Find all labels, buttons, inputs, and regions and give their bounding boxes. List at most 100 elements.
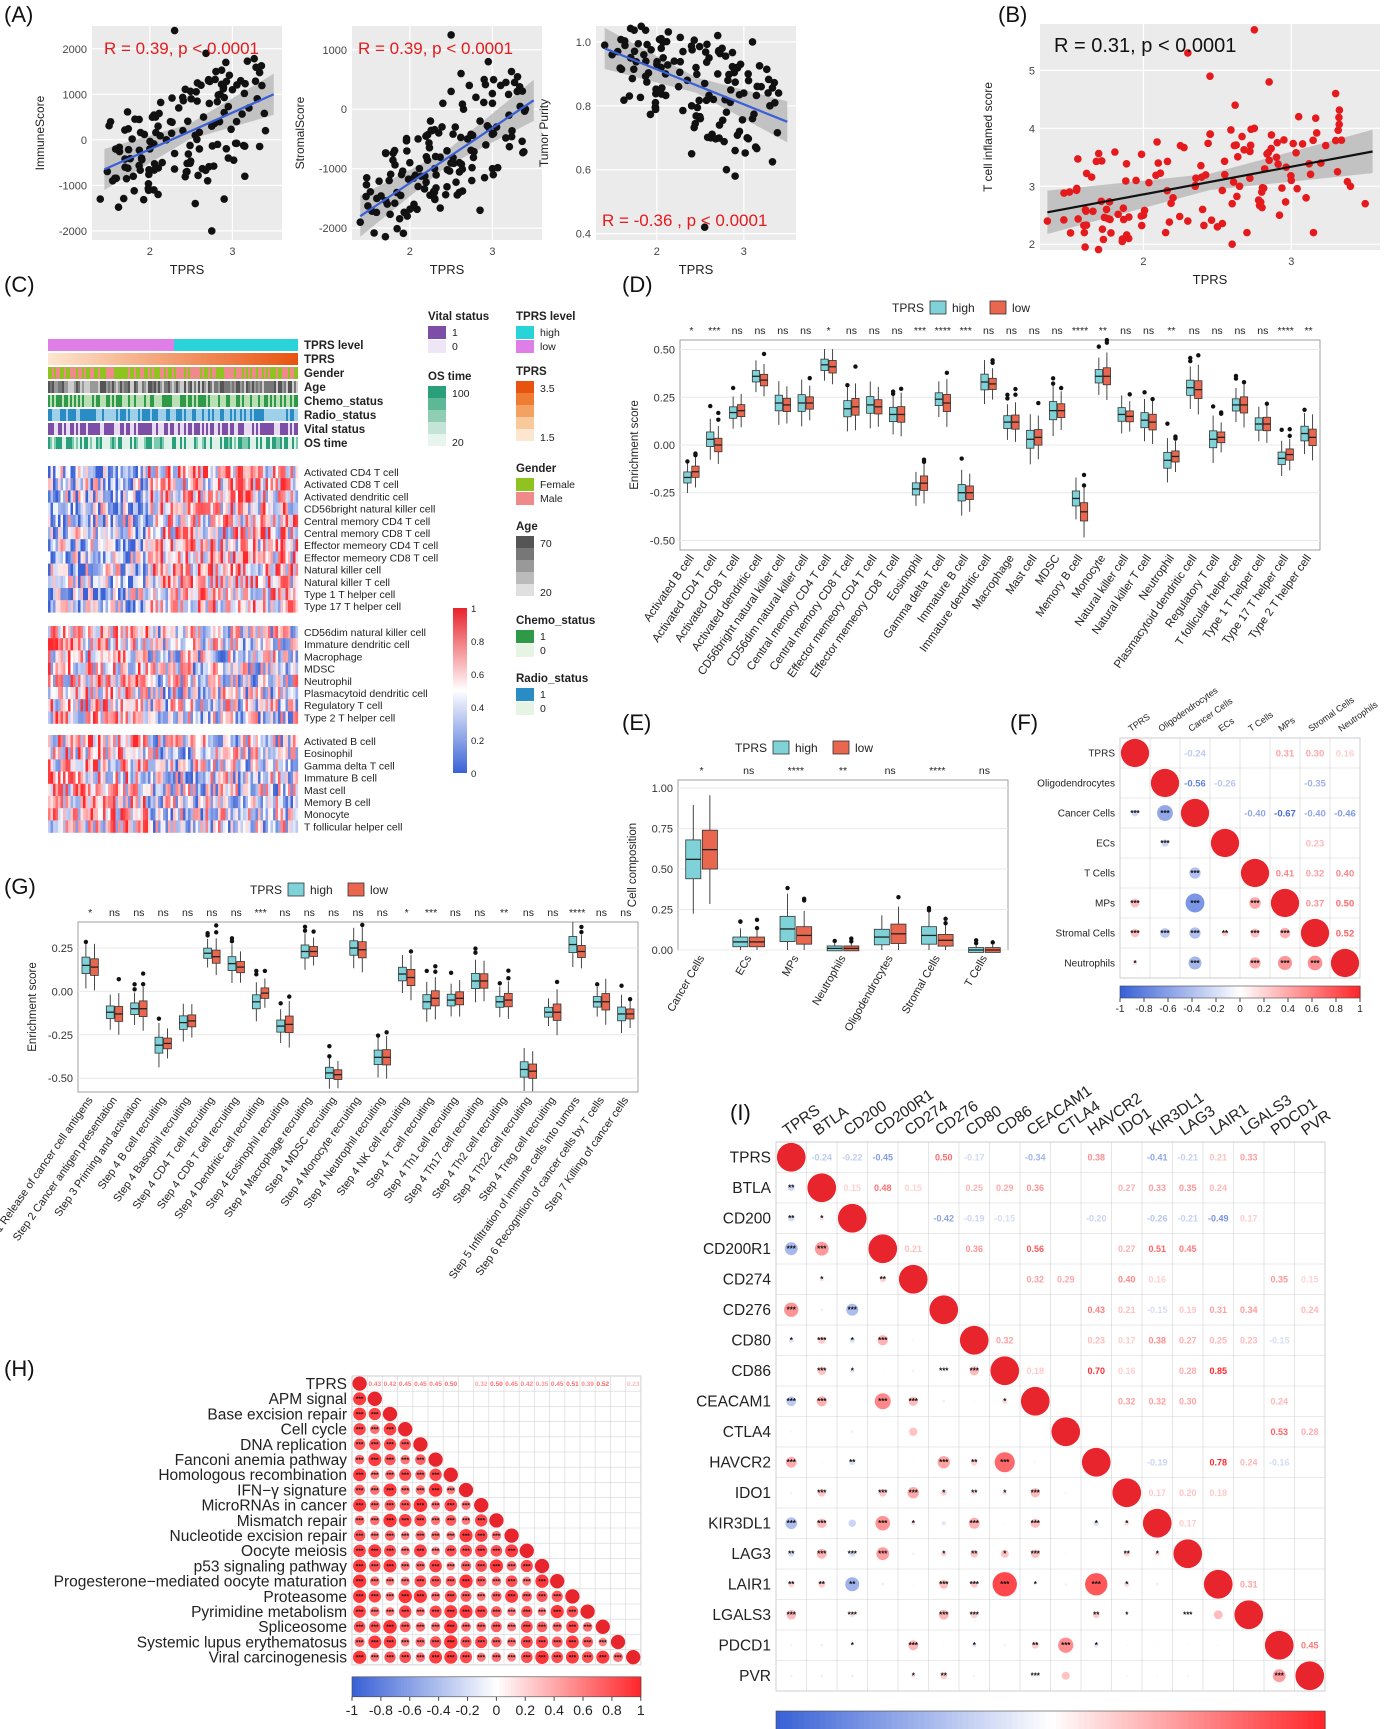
heatmap-cell	[265, 650, 269, 663]
heatmap-cell	[98, 699, 101, 712]
heatmap-cell	[165, 478, 169, 491]
heatmap-cell	[118, 575, 121, 589]
heatmap-cell	[295, 490, 299, 503]
annotation-os-cell	[248, 437, 250, 449]
heatmap-cell	[143, 563, 146, 576]
heatmap-cell	[78, 808, 81, 821]
heatmap-cell	[143, 490, 146, 503]
heatmap-cell	[225, 674, 229, 688]
scatter-purity-point	[721, 52, 730, 60]
annotation-chemo-cell	[218, 395, 220, 407]
scatter-stromal-point	[480, 173, 489, 182]
scatter-tcell-point	[1074, 215, 1082, 223]
heatmap-cell	[115, 466, 119, 479]
heatmap-cell	[53, 563, 56, 576]
heatmap-cell	[285, 600, 289, 613]
annotation-radio-cell	[158, 409, 160, 421]
heatmap-cell	[270, 600, 274, 613]
annotation-vital-cell	[278, 423, 280, 435]
heatmap-cell	[273, 575, 276, 589]
heatmap-cell	[130, 699, 134, 712]
boxplot-composition-significance-label: ****	[788, 765, 804, 777]
heatmap-cell	[98, 490, 101, 503]
boxplot-immune-cells-outlier	[1058, 385, 1064, 391]
heatmap-cell	[230, 771, 234, 784]
heatmap-cell	[100, 551, 104, 564]
annotation-os-cell	[74, 437, 76, 449]
annotation-age-cell	[210, 381, 212, 393]
heatmap-cell	[280, 759, 284, 772]
heatmap-cell	[273, 747, 276, 760]
scatter-stromal-fit-line	[359, 99, 535, 218]
annotation-age-cell	[144, 381, 146, 393]
annotation-gender-cell	[124, 367, 126, 379]
annotation-radio-cell	[222, 409, 224, 421]
heatmap-cell	[273, 771, 276, 784]
heatmap-cell	[258, 563, 261, 576]
heatmap-cell	[295, 759, 299, 772]
heatmap-cell	[290, 759, 294, 772]
heatmap-cell	[188, 699, 191, 712]
heatmap-cell	[88, 575, 91, 589]
heatmap-cell	[275, 626, 279, 639]
heatmap-cell	[208, 575, 211, 589]
heatmap-cell	[195, 563, 199, 576]
boxplot-immune-cells-outlier	[1050, 376, 1056, 381]
heatmap-cell	[263, 563, 266, 576]
heatmap-cell	[263, 490, 266, 503]
heatmap-cell	[163, 478, 166, 491]
heatmap-cell	[248, 588, 251, 601]
scatter-purity-point	[762, 65, 771, 74]
scatter-immune-point	[178, 93, 187, 102]
heatmap-cell	[250, 796, 254, 809]
scatter-tcell-point	[1292, 148, 1300, 157]
heatmap-cell	[215, 808, 219, 821]
heatmap-cell	[73, 771, 76, 784]
annotation-chemo-cell	[68, 395, 70, 407]
heatmap-cell	[150, 539, 154, 552]
heatmap-cell	[98, 466, 101, 479]
heatmap-cell	[80, 808, 84, 821]
heatmap-cell	[50, 638, 54, 651]
heatmap-cell	[198, 626, 201, 639]
heatmap-cell	[63, 600, 66, 613]
heatmap-cell	[193, 650, 196, 663]
annotation-os-cell	[138, 437, 140, 449]
heatmap-cell	[135, 551, 139, 564]
heatmap-cell	[218, 539, 221, 552]
annotation-chemo-cell	[136, 395, 138, 407]
heatmap-cell	[295, 687, 299, 700]
scatter-purity-point	[692, 63, 700, 72]
heatmap-cell	[280, 626, 284, 639]
heatmap-cell	[155, 490, 159, 503]
annotation-vital-cell	[274, 423, 276, 435]
heatmap-cell	[258, 502, 261, 515]
heatmap-cell	[113, 711, 116, 724]
scatter-stromal-point	[420, 185, 429, 193]
scatter-purity-point	[676, 68, 684, 77]
annotation-age-cell	[256, 381, 258, 393]
heatmap-cell	[140, 687, 144, 700]
heatmap-cell	[108, 674, 111, 688]
heatmap-cell	[240, 563, 244, 576]
heatmap-cell	[193, 711, 196, 724]
heatmap-cell	[253, 502, 256, 515]
annotation-radio-cell	[182, 409, 184, 421]
annotation-os-cell	[254, 437, 256, 449]
heatmap-cell	[290, 662, 294, 675]
heatmap-cell	[183, 490, 186, 503]
annotation-vital-cell	[122, 423, 124, 435]
heatmap-cell	[173, 796, 176, 809]
annotation-os-cell	[200, 437, 202, 449]
heatmap-cell	[130, 783, 134, 797]
annotation-chemo-cell	[254, 395, 256, 407]
heatmap-cell	[235, 808, 239, 821]
heatmap-cell	[225, 575, 229, 589]
heatmap-cell	[58, 588, 61, 601]
boxplot-immune-cells-outlier	[1104, 340, 1110, 345]
legend-gradient-step	[516, 536, 534, 548]
heatmap-cell	[243, 539, 246, 552]
heatmap-cell	[63, 735, 66, 748]
boxplot-cancer-immunity-cycle-ytick-label: 0.00	[52, 986, 73, 998]
heatmap-cell	[178, 527, 181, 540]
